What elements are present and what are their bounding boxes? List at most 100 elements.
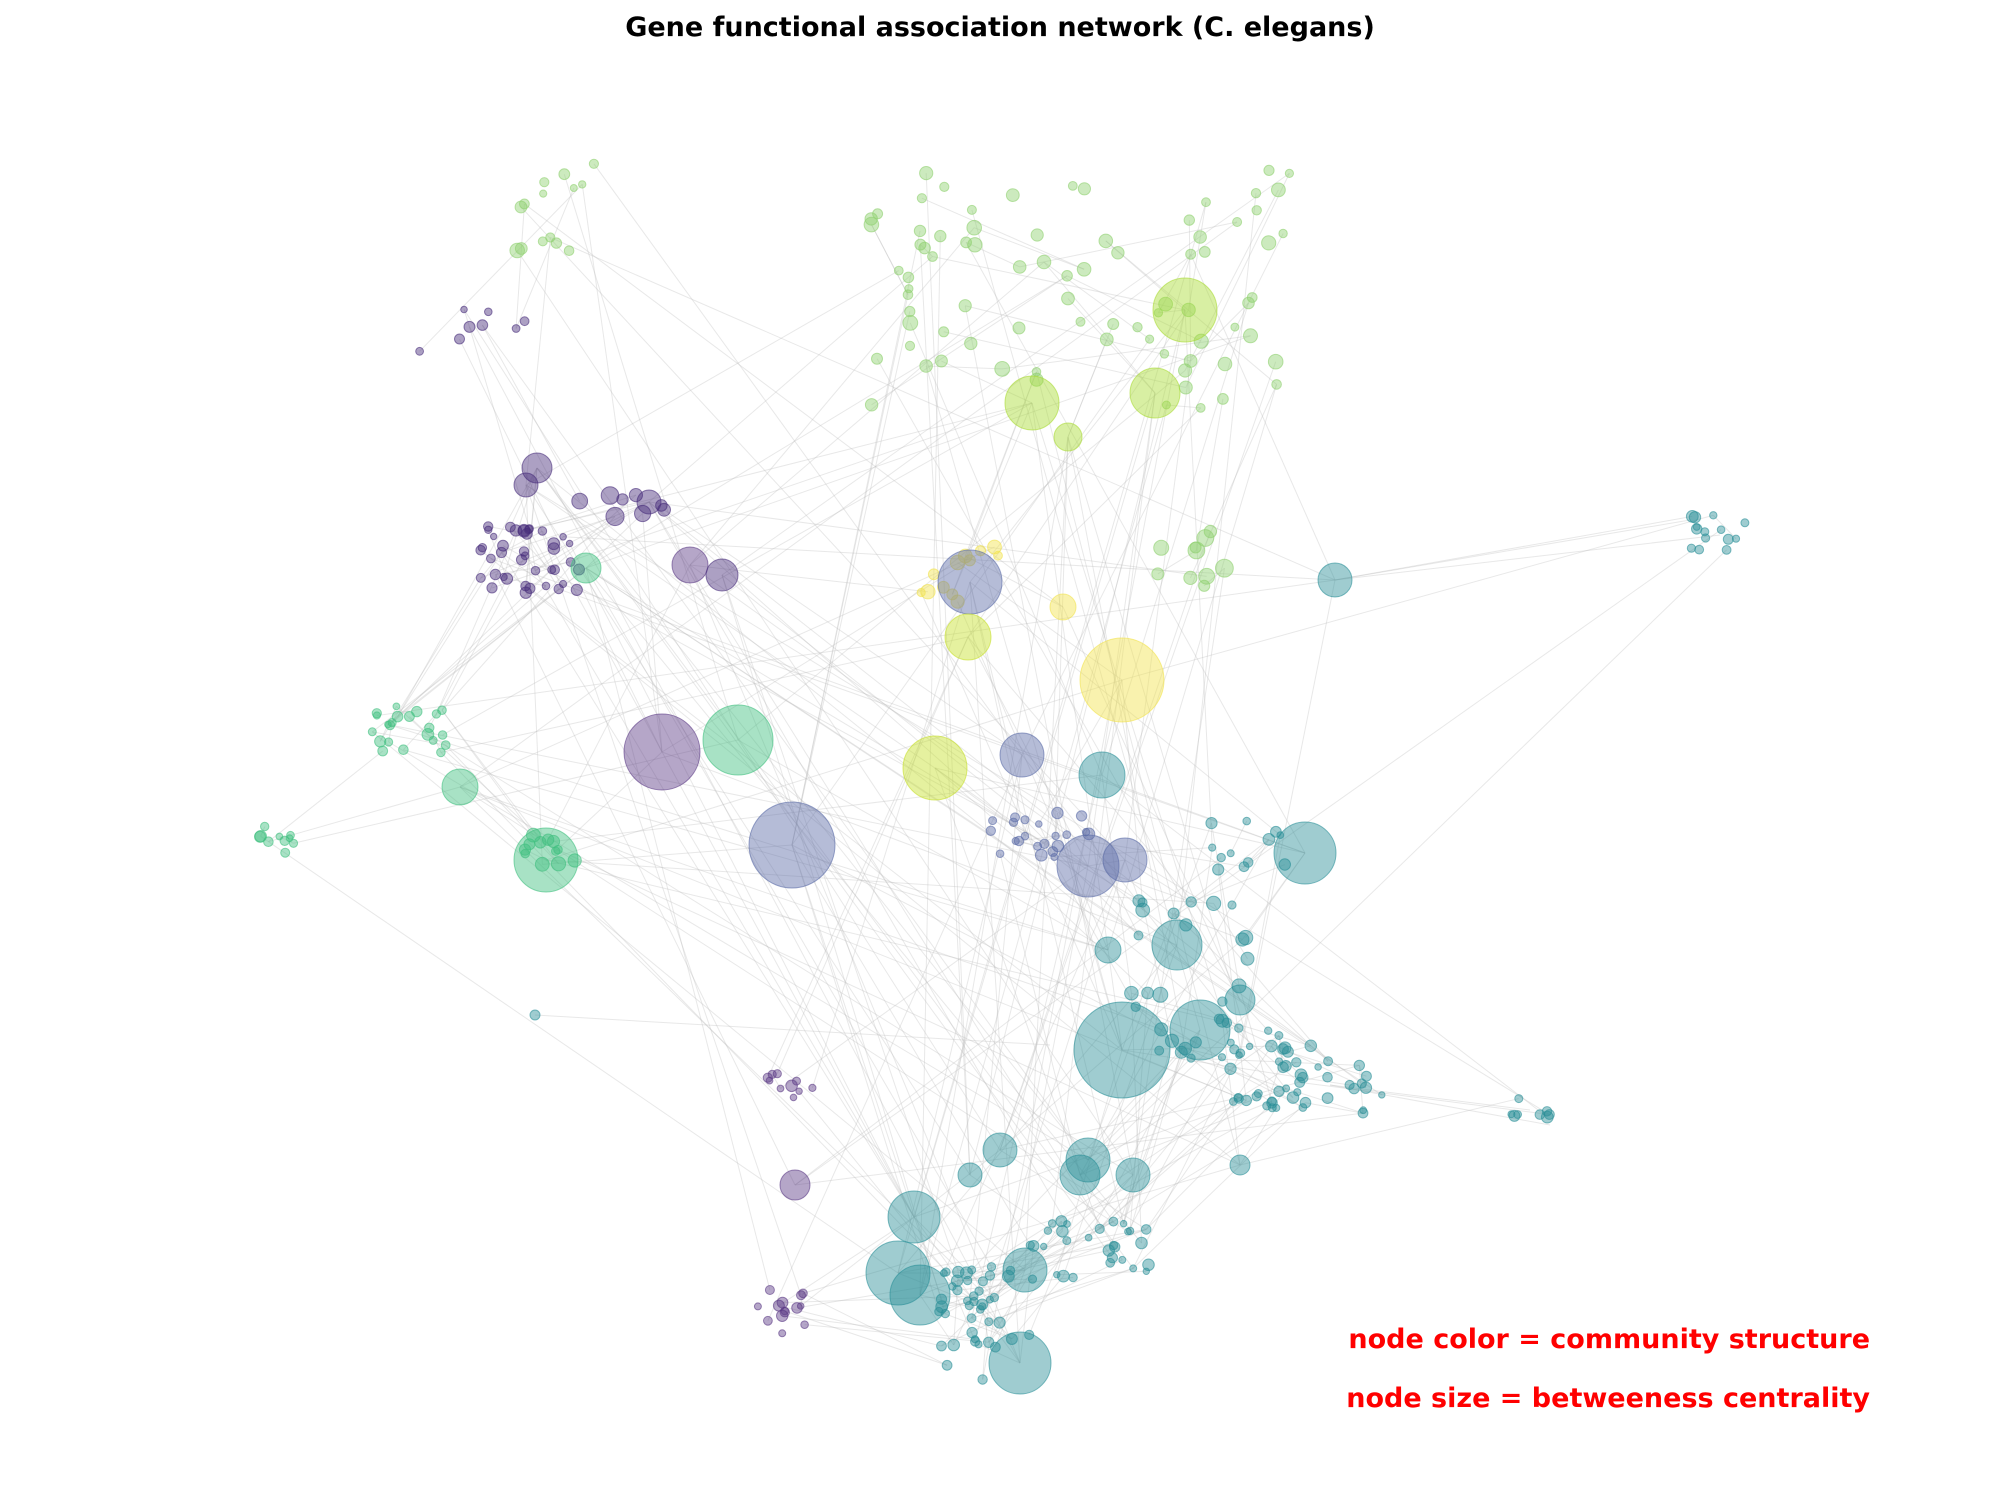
network-edge — [925, 173, 971, 1176]
network-edge — [957, 1276, 1074, 1291]
network-node — [489, 568, 502, 581]
network-edge — [1266, 1047, 1286, 1107]
network-node — [1145, 334, 1155, 344]
network-edge — [387, 585, 547, 725]
network-edge — [804, 1324, 989, 1343]
network-node — [937, 549, 1003, 615]
network-edge — [737, 739, 1109, 951]
network-edge — [387, 724, 1089, 867]
network-node — [486, 553, 496, 564]
network-edge — [536, 467, 1301, 1083]
network-node — [392, 702, 401, 711]
network-edge — [525, 467, 538, 587]
network-edge — [999, 361, 1277, 1151]
network-node — [1224, 1062, 1237, 1076]
network-node — [1056, 1225, 1069, 1238]
network-edge — [971, 1029, 1201, 1271]
network-edge — [661, 751, 1178, 946]
network-edge — [1062, 606, 1241, 1001]
network-node — [919, 359, 933, 373]
network-node — [428, 735, 438, 745]
network-edge — [1043, 261, 1156, 394]
network-edge — [967, 636, 1329, 1062]
network-node — [1299, 1096, 1312, 1109]
network-node — [1721, 545, 1732, 555]
network-edge — [445, 744, 559, 865]
network-node — [779, 1307, 790, 1318]
network-edge — [490, 557, 1306, 854]
network-edge — [767, 754, 1023, 1321]
network-node — [539, 177, 550, 188]
network-node — [1378, 1091, 1386, 1099]
network-edge — [501, 552, 547, 587]
network-node — [1159, 349, 1170, 359]
network-edge — [969, 581, 1281, 836]
network-edge — [941, 1259, 1123, 1347]
network-edge — [689, 261, 1045, 566]
network-node — [938, 326, 950, 338]
network-edge — [523, 530, 560, 590]
network-node — [1185, 248, 1197, 260]
network-edge — [293, 739, 739, 844]
network-edge — [925, 365, 1123, 1051]
network-node — [1234, 1023, 1244, 1033]
network-node — [529, 1009, 541, 1021]
network-edge — [999, 531, 1211, 1151]
network-edge — [515, 203, 525, 329]
network-edge — [372, 588, 560, 733]
network-edge — [784, 1310, 948, 1366]
network-node — [1243, 328, 1258, 344]
network-node — [500, 572, 514, 585]
network-edge — [379, 577, 482, 742]
network-node — [1099, 332, 1114, 347]
network-node — [1035, 820, 1043, 828]
network-node — [1181, 302, 1196, 318]
network-edge — [965, 242, 1306, 854]
network-node — [1224, 984, 1256, 1016]
network-node — [764, 1285, 775, 1295]
network-edge — [491, 402, 1033, 589]
network-node — [1206, 895, 1222, 912]
network-node — [927, 251, 938, 262]
network-node — [1691, 523, 1703, 535]
network-edge — [1021, 754, 1294, 1098]
network-node — [1196, 529, 1215, 547]
network-edge — [1230, 820, 1248, 854]
network-node — [1291, 1057, 1302, 1068]
network-edge — [934, 767, 1363, 1084]
network-node — [1051, 806, 1064, 820]
network-node — [919, 166, 934, 181]
network-edge — [1334, 515, 1693, 581]
network-node — [616, 493, 629, 506]
network-node — [1514, 1094, 1524, 1104]
network-edge — [737, 370, 1186, 741]
network-edge — [389, 724, 1109, 951]
network-node — [549, 564, 561, 576]
network-edge — [920, 244, 933, 257]
network-edge — [1124, 859, 1192, 903]
network-edge — [648, 256, 933, 503]
network-edge — [1055, 835, 1245, 868]
network-node — [1011, 836, 1020, 846]
network-edge — [581, 184, 663, 753]
network-edge — [1180, 847, 1213, 1053]
network-edge — [999, 1149, 1129, 1233]
network-node — [1242, 296, 1255, 310]
network-node — [1263, 164, 1275, 176]
network-node — [1232, 217, 1243, 227]
network-node — [1030, 228, 1044, 242]
network-edge — [585, 567, 1143, 903]
network-node — [1274, 1031, 1284, 1040]
network-node — [967, 237, 983, 253]
network-node — [1094, 936, 1122, 964]
network-node — [550, 856, 567, 872]
network-node — [1208, 843, 1217, 852]
network-node — [1154, 1045, 1165, 1056]
network-edge — [1121, 1049, 1247, 1101]
network-node — [1321, 1092, 1334, 1104]
network-edge — [481, 324, 1089, 1161]
network-edge — [1105, 240, 1277, 385]
network-edge — [1123, 1052, 1182, 1224]
network-edge — [534, 1014, 1051, 1046]
network-edge — [920, 592, 1123, 1051]
